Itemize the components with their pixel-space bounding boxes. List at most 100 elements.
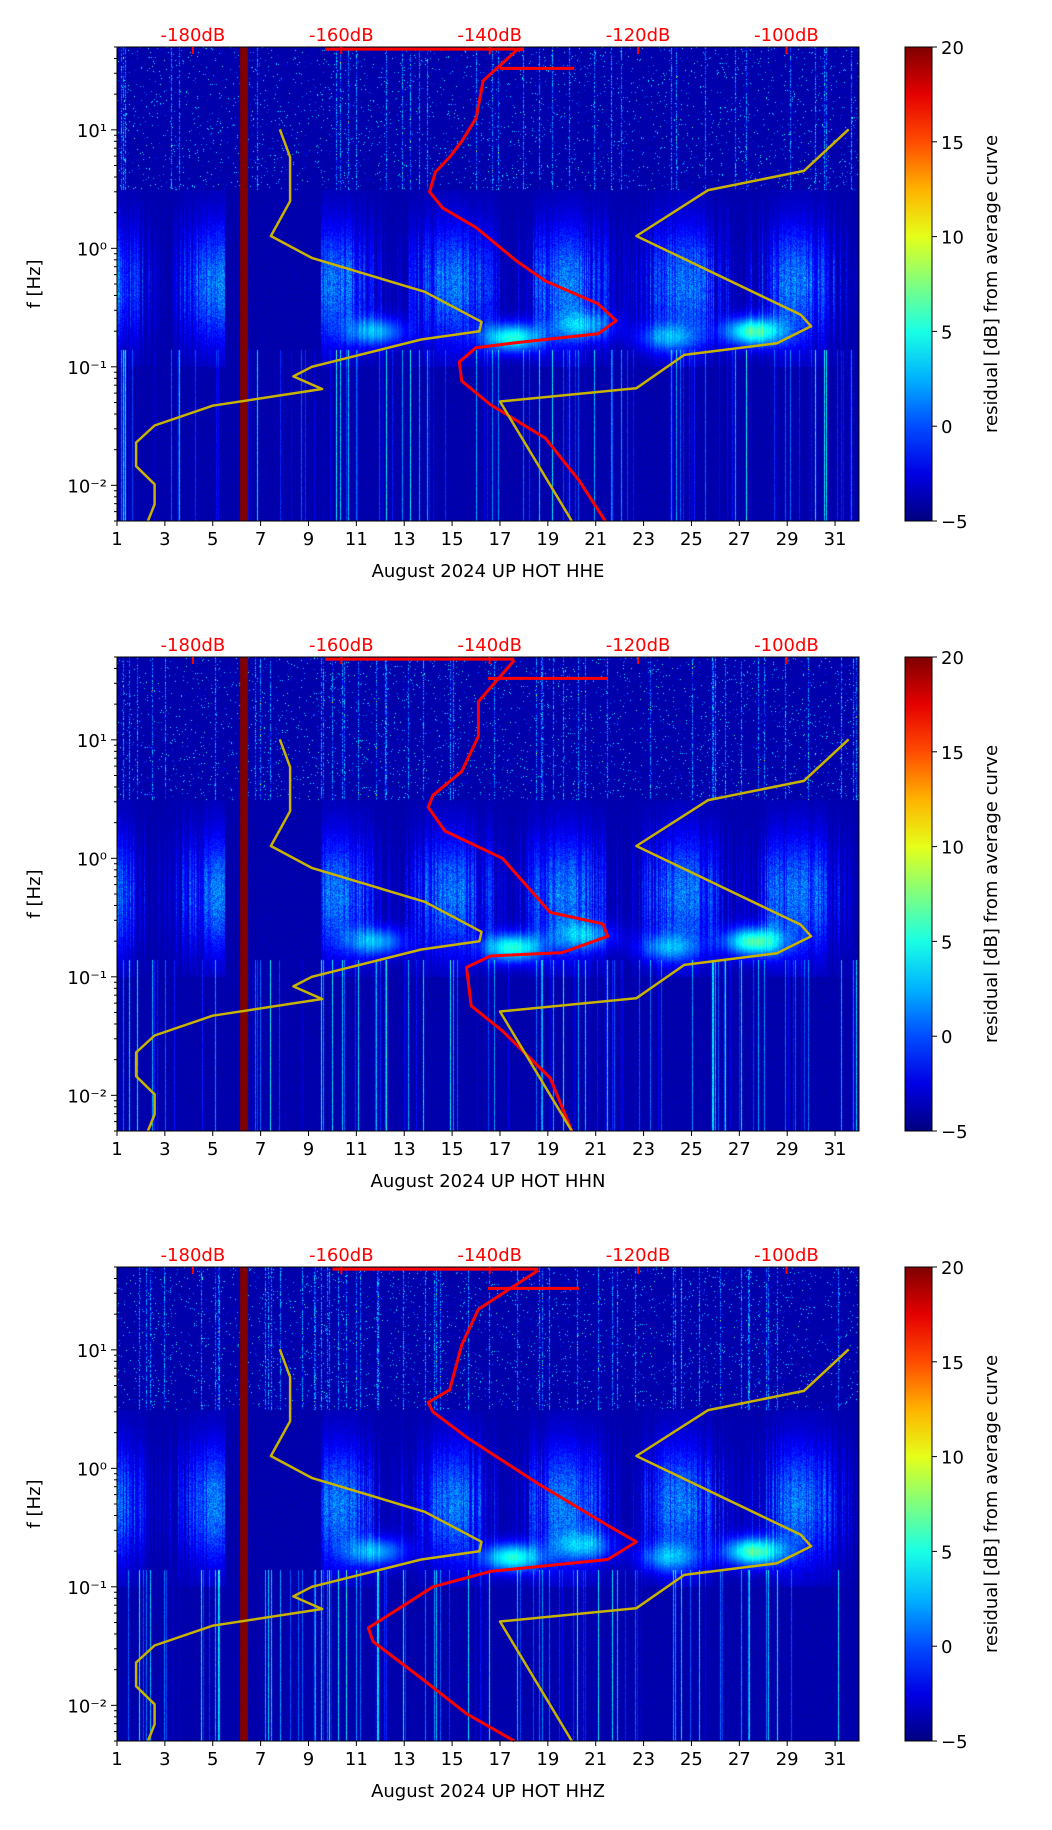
y-tick-label: 10⁰ [77, 239, 107, 260]
x-tick-label: 9 [303, 1749, 314, 1770]
db-tick-label: -140dB [457, 1245, 522, 1266]
x-tick-label: 1 [111, 529, 122, 550]
x-tick-label: 1 [111, 1749, 122, 1770]
y-tick-label: 10¹ [77, 1341, 107, 1362]
db-tick-label: -160dB [309, 25, 374, 46]
x-tick-label: 31 [824, 1139, 847, 1160]
y-tick-label: 10⁻² [67, 476, 107, 497]
nhnm-line [498, 738, 850, 1132]
colorbar-tick-label: 10 [941, 1448, 964, 1469]
colorbar-tick-label: 0 [941, 417, 952, 438]
average-psd-line [428, 47, 618, 522]
x-tick-label: 17 [489, 1749, 512, 1770]
x-tick-label: 19 [536, 1749, 559, 1770]
x-tick-label: 23 [632, 529, 655, 550]
y-tick-label: 10⁰ [77, 849, 107, 870]
db-tick-label: -180dB [161, 1245, 226, 1266]
x-tick-label: 17 [489, 1139, 512, 1160]
y-axis-label: f [Hz] [24, 259, 45, 308]
axes-frame [116, 1266, 860, 1742]
x-tick-label: 21 [584, 1749, 607, 1770]
x-tick-label: 11 [345, 529, 368, 550]
y-tick-label: 10¹ [77, 731, 107, 752]
db-tick-label: -160dB [309, 1245, 374, 1266]
colorbar-tick-label: −5 [941, 512, 968, 533]
x-axis-label: August 2024 UP HOT HHN [371, 1171, 606, 1192]
y-tick-label: 10⁻¹ [67, 358, 107, 379]
x-tick-label: 13 [393, 1139, 416, 1160]
colorbar-tick-label: 20 [941, 1258, 964, 1279]
colorbar-tick-label: 20 [941, 648, 964, 669]
y-axis-label: f [Hz] [24, 1479, 45, 1528]
x-tick-label: 15 [441, 1139, 464, 1160]
x-tick-label: 25 [680, 1749, 703, 1770]
db-tick-label: -180dB [161, 635, 226, 656]
colorbar-tick-label: 5 [941, 932, 952, 953]
colorbar [904, 46, 933, 522]
colorbar-tick-label: 15 [941, 743, 964, 764]
x-tick-label: 21 [584, 529, 607, 550]
axes-frame [116, 656, 860, 1132]
x-tick-label: 21 [584, 1139, 607, 1160]
y-axis-label: f [Hz] [24, 869, 45, 918]
y-tick-label: 10⁻¹ [67, 968, 107, 989]
db-tick-label: -100dB [754, 1245, 819, 1266]
x-tick-label: 11 [345, 1749, 368, 1770]
x-tick-label: 31 [824, 529, 847, 550]
colorbar-tick-label: 5 [941, 1542, 952, 1563]
db-tick-label: -160dB [309, 635, 374, 656]
spectrogram-panel-hhz: 1 3 5 7 9 11 13 15 17 19 21 23 25 27 29 31 10¹ 10⁰ 10⁻¹ 10⁻… [0, 1220, 1052, 1830]
x-tick-label: 17 [489, 529, 512, 550]
db-tick-label: -140dB [457, 25, 522, 46]
y-tick-label: 10⁻² [67, 1086, 107, 1107]
colorbar-tick-label: 10 [941, 228, 964, 249]
x-tick-label: 1 [111, 1139, 122, 1160]
spectrogram-panel-hhe: 1 3 5 7 9 11 13 15 17 19 21 23 25 27 29 31 10¹ 10⁰ 10⁻¹ 10⁻… [0, 0, 1052, 610]
db-tick-label: -100dB [754, 635, 819, 656]
colorbar-tick-label: 15 [941, 1353, 964, 1374]
x-tick-label: 13 [393, 1749, 416, 1770]
x-tick-label: 15 [441, 1749, 464, 1770]
colorbar-tick-label: 0 [941, 1637, 952, 1658]
x-tick-label: 7 [255, 1139, 266, 1160]
x-tick-label: 29 [776, 529, 799, 550]
x-tick-label: 7 [255, 1749, 266, 1770]
db-tick-label: -100dB [754, 25, 819, 46]
db-tick-label: -120dB [606, 1245, 671, 1266]
colorbar-label: residual [dB] from average curve [981, 135, 1002, 433]
average-psd-line [426, 659, 610, 1132]
colorbar-label: residual [dB] from average curve [981, 1355, 1002, 1653]
nlnm-line [134, 128, 483, 522]
colorbar-tick-label: 5 [941, 322, 952, 343]
x-tick-label: 3 [159, 529, 170, 550]
nlnm-line [134, 738, 483, 1132]
colorbar-label: residual [dB] from average curve [981, 745, 1002, 1043]
colorbar [904, 656, 933, 1132]
x-tick-label: 3 [159, 1749, 170, 1770]
x-tick-label: 19 [536, 529, 559, 550]
x-tick-label: 5 [207, 529, 218, 550]
chart-overlay: 1 3 5 7 9 11 13 15 17 19 21 23 25 27 29 3110¹10⁰10⁻¹10⁻… [24, 635, 1002, 1192]
nhnm-line [498, 1348, 850, 1742]
x-tick-label: 25 [680, 529, 703, 550]
x-tick-label: 13 [393, 529, 416, 550]
y-tick-label: 10⁰ [77, 1459, 107, 1480]
x-tick-label: 19 [536, 1139, 559, 1160]
colorbar [904, 1266, 933, 1742]
x-tick-label: 25 [680, 1139, 703, 1160]
y-tick-label: 10¹ [77, 121, 107, 142]
db-tick-label: -120dB [606, 635, 671, 656]
db-tick-label: -120dB [606, 25, 671, 46]
colorbar-tick-label: 20 [941, 38, 964, 59]
db-tick-label: -140dB [457, 635, 522, 656]
x-tick-label: 31 [824, 1749, 847, 1770]
nlnm-line [134, 1348, 483, 1742]
nhnm-line [498, 128, 850, 522]
chart-overlay: 1 3 5 7 9 11 13 15 17 19 21 23 25 27 29 3110¹10⁰10⁻¹10⁻… [24, 25, 1002, 582]
axes-frame [116, 46, 860, 522]
y-tick-label: 10⁻¹ [67, 1578, 107, 1599]
x-tick-label: 27 [728, 1139, 751, 1160]
x-tick-label: 29 [776, 1749, 799, 1770]
x-tick-label: 27 [728, 1749, 751, 1770]
average-psd-line [366, 1268, 638, 1743]
